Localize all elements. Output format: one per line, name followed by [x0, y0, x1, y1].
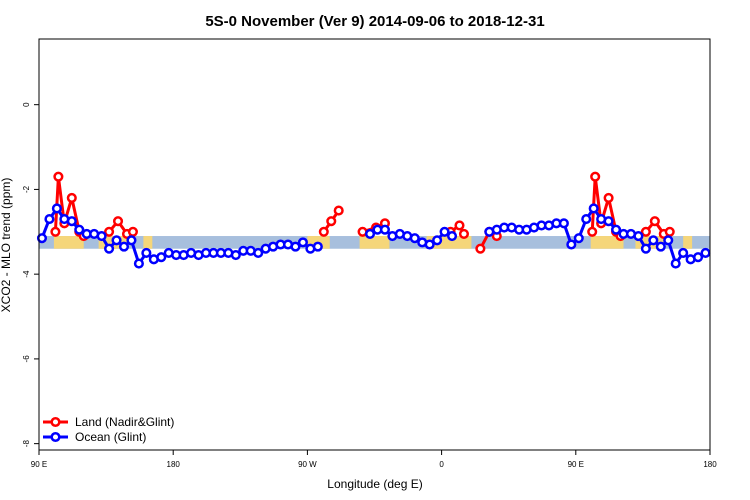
x-tick-label: 180 — [703, 460, 717, 469]
y-axis: 0 -2 -4 -6 -8 — [22, 102, 39, 447]
data-point — [36, 233, 48, 244]
x-tick-label: 90 E — [31, 460, 47, 469]
data-point — [663, 235, 674, 246]
x-tick-label: 90 W — [298, 460, 317, 469]
data-point — [588, 203, 599, 214]
data-point — [141, 247, 152, 259]
data-point — [640, 226, 651, 237]
data-point — [318, 226, 329, 237]
data-point — [230, 250, 241, 261]
land-band-segment — [53, 236, 84, 249]
data-point — [326, 216, 337, 227]
data-point — [66, 216, 77, 227]
data-point — [648, 235, 659, 246]
data-point — [640, 243, 651, 254]
data-point — [312, 241, 323, 252]
legend-marker — [50, 416, 61, 428]
data-point — [104, 243, 115, 254]
data-point — [253, 247, 264, 259]
chart-title: 5S-0 November (Ver 9) 2014-09-06 to 2018… — [205, 13, 544, 30]
data-point — [51, 203, 62, 214]
y-tick-label: -4 — [22, 270, 31, 278]
data-point — [573, 233, 584, 244]
data-point — [133, 258, 144, 269]
data-point — [458, 228, 470, 239]
y-tick-label: -2 — [22, 185, 31, 193]
x-tick-label: 180 — [167, 460, 181, 469]
legend: Land (Nadir&Glint)Ocean (Glint) — [43, 415, 174, 444]
data-point — [44, 214, 55, 225]
plot-area — [36, 171, 711, 269]
x-tick-label: 0 — [439, 460, 444, 469]
data-point — [424, 239, 435, 250]
data-point — [432, 235, 443, 246]
data-point — [678, 247, 689, 259]
data-point — [112, 216, 124, 227]
legend-label: Land (Nadir&Glint) — [75, 415, 174, 429]
data-point — [66, 192, 77, 203]
y-tick-label: -8 — [22, 440, 31, 448]
land-band-segment — [590, 236, 624, 249]
data-point — [590, 171, 601, 182]
data-point — [290, 241, 301, 252]
data-point — [454, 220, 465, 231]
data-point — [603, 216, 614, 227]
data-point — [156, 252, 167, 263]
x-tick-label: 90 E — [568, 460, 584, 469]
data-point — [633, 230, 644, 242]
data-point — [379, 224, 390, 235]
data-point — [670, 258, 681, 269]
x-axis: 90 E 180 90 W 0 90 E 180 — [31, 450, 717, 469]
y-tick-label: -6 — [22, 355, 31, 363]
data-point — [649, 216, 660, 227]
land-band-segment — [143, 236, 153, 249]
data-point — [664, 226, 675, 237]
data-point — [655, 241, 666, 252]
data-point — [587, 226, 598, 237]
x-axis-label: Longitude (deg E) — [327, 477, 422, 491]
data-point — [111, 235, 122, 246]
data-point — [53, 171, 64, 182]
land-band-segment — [683, 236, 693, 249]
legend-label: Ocean (Glint) — [75, 430, 146, 444]
data-point — [104, 226, 115, 237]
data-point — [127, 226, 138, 237]
data-point — [409, 233, 420, 244]
series-ocean — [36, 203, 711, 269]
legend-item: Land (Nadir&Glint) — [43, 415, 174, 429]
data-point — [74, 224, 85, 235]
data-point — [700, 247, 711, 259]
data-point — [439, 226, 450, 237]
data-point — [297, 237, 308, 248]
data-point — [566, 239, 577, 250]
data-point — [446, 230, 458, 242]
data-point — [693, 252, 704, 263]
data-point — [333, 205, 344, 216]
data-point — [558, 218, 569, 229]
y-tick-label: 0 — [22, 102, 31, 107]
data-point — [364, 228, 376, 239]
data-point — [96, 230, 107, 242]
data-point — [118, 241, 130, 252]
data-point — [603, 192, 614, 203]
data-point — [126, 235, 137, 246]
data-point — [475, 243, 486, 254]
plot-frame — [38, 38, 711, 451]
y-axis-label: XCO2 - MLO trend (ppm) — [0, 178, 13, 313]
land-band-segment — [359, 236, 390, 249]
legend-item: Ocean (Glint) — [43, 430, 146, 444]
legend-marker — [50, 431, 61, 443]
data-point — [50, 226, 61, 237]
data-point — [581, 214, 592, 225]
data-point — [611, 224, 622, 235]
